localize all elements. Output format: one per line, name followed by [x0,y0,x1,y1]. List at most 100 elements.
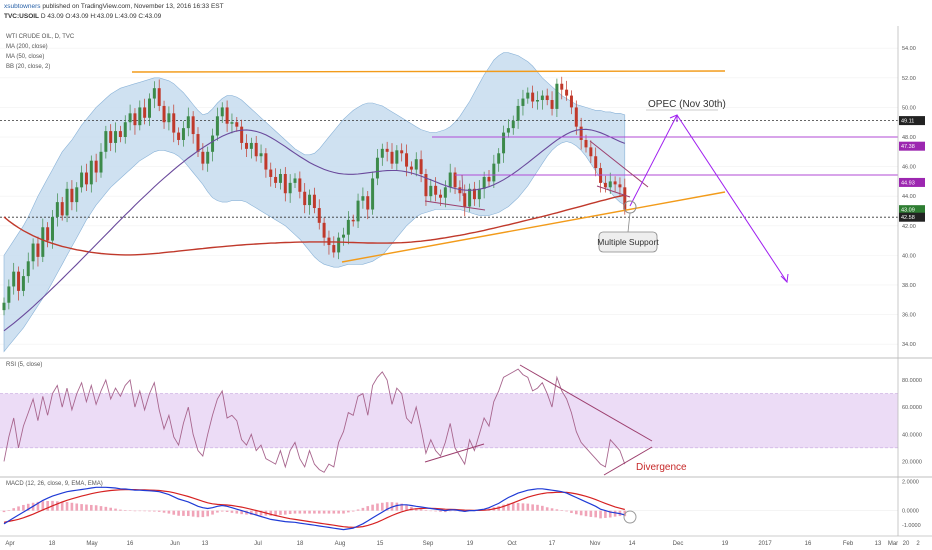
legend-ma50[interactable]: MA (50, close) [6,54,45,60]
candle-body [278,174,282,183]
candle-body [429,185,433,197]
legend-bb[interactable]: BB (20, close, 2) [6,64,51,70]
price-tag-label: 42.58 [901,215,915,221]
candle-body [249,142,253,149]
macd-hist-bar [395,502,399,511]
macd-hist-bar [541,505,544,511]
macd-hist-bar [608,510,612,518]
macd-hist-bar [366,506,370,511]
macd-hist-bar [119,509,122,511]
time-tick-label: 13 [875,541,882,547]
arrowhead-down-icon [780,273,789,284]
macd-hist-bar [128,510,132,512]
macd-hist-bar [187,510,190,517]
macd-hist-bar [70,502,74,511]
candle-body [623,187,627,210]
time-tick-label: 18 [297,541,304,547]
macd-tick-label: -1.0000 [902,523,921,529]
legend-macd[interactable]: MACD (12, 26, close, 9, EMA, EMA) [6,481,103,487]
candle-body [565,89,569,96]
support-callout-label: Multiple Support [597,237,659,247]
candle-body [26,261,30,277]
macd-hist-bar [99,506,103,511]
time-tick-label: Sep [423,541,434,547]
projection-down-arrow [676,114,788,283]
time-tick-label: Nov [590,541,601,547]
macd-hist-bar [303,510,306,514]
candle-body [351,219,355,222]
candle-body [584,139,588,148]
legend-rsi[interactable]: RSI (5, close) [6,362,43,368]
rsi-tick-label: 40.0000 [902,432,922,438]
macd-hist-bar [327,510,331,514]
candle-body [104,131,108,152]
candle-body [477,188,481,200]
macd-hist-bar [153,510,156,512]
candle-body [332,245,336,253]
candle-body [472,188,476,200]
candle-body [346,219,350,235]
macd-hist-bar [259,510,263,516]
price-tick-label: 46.00 [902,165,916,171]
candle-body [293,178,297,183]
macd-hist-bar [90,504,93,511]
support-callout-pointer [627,212,631,233]
candle-body [17,271,21,291]
macd-hist-bar [201,510,205,518]
macd-hist-bar [531,504,534,511]
candle-body [55,202,59,217]
macd-hist-bar [400,503,403,511]
macd-hist-bar [313,510,316,514]
macd-hist-bar [240,510,243,515]
macd-hist-bar [429,510,433,512]
symbol-name: TVC:USOIL [4,13,40,20]
ma200-line [3,194,625,256]
candle-body [191,116,195,135]
candle-body [70,188,74,203]
macd-hist-bar [167,510,171,514]
macd-hist-bar [177,510,180,516]
macd-hist-bar [114,508,117,511]
macd-hist-bar [75,503,79,511]
candle-body [560,83,564,90]
candle-body [502,132,506,154]
candle-body [589,147,593,157]
resistance-line [131,70,726,73]
macd-hist-bar [604,510,607,518]
macd-hist-bar [579,510,583,516]
time-tick-label: 20 [903,541,910,547]
candle-body [555,83,559,109]
candle-body [162,105,166,123]
time-tick-label: Dec [673,541,684,547]
legend-ma200[interactable]: MA (200, close) [6,44,48,50]
author-link[interactable]: xsubtowners [4,3,41,10]
price-tag-bg [899,212,925,222]
candle-body [375,157,379,179]
rsi-trendline-upper [519,364,653,442]
time-tick-label: Feb [843,541,854,547]
candle-body [545,95,549,101]
macd-hist-bar [274,510,277,516]
candle-body [264,153,268,170]
macd-hist-bar [138,510,142,512]
macd-hist-bar [211,510,214,515]
candle-body [283,174,287,194]
time-tick-label: 16 [127,541,134,547]
macd-pane-bg [0,478,898,536]
candle-body [550,100,554,109]
candle-body [123,122,127,138]
candle-body [317,208,321,223]
time-tick-label: 2017 [758,541,772,547]
macd-hist-bar [511,503,515,511]
macd-hist-bar [424,510,428,511]
candle-body [531,92,535,102]
time-tick-label: Apr [5,541,14,547]
candle-body [2,302,6,311]
candle-body [434,185,438,195]
macd-hist-bar [575,510,578,515]
price-tick-label: 34.00 [902,342,916,348]
candle-body [337,237,341,253]
macd-hist-bar [560,510,564,511]
ma50-line [3,128,625,332]
candle-body [167,113,171,123]
